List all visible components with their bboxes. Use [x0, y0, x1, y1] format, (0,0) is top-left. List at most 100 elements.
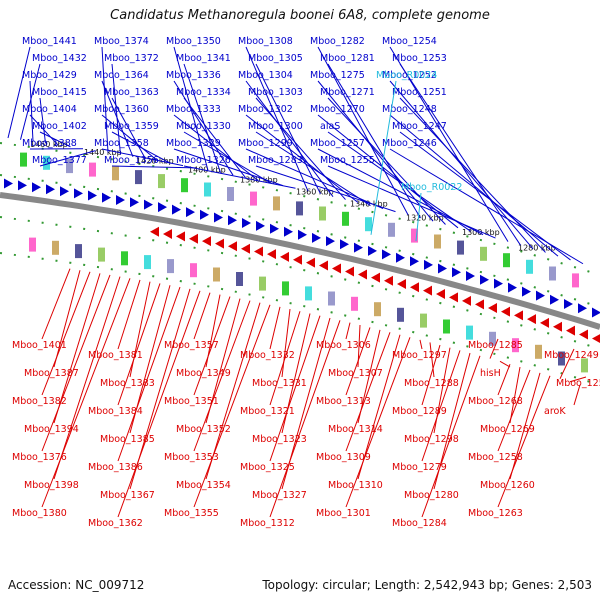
forward-gene-label: Mboo_1329 [166, 138, 221, 149]
forward-gene-label: Mboo_1333 [166, 104, 221, 115]
reverse-leader-line [269, 311, 301, 406]
reverse-leader-line [569, 376, 587, 383]
forward-leader-line [389, 148, 584, 265]
forward-gene-label: Mboo_1255 [320, 155, 375, 166]
cog-block-forward [296, 201, 303, 216]
forward-gene-label: Mboo_1441 [22, 36, 77, 47]
cog-block-reverse [259, 276, 266, 291]
reverse-gene-label: Mboo_1362 [88, 518, 143, 529]
cog-block-forward [549, 266, 556, 281]
reverse-gene-label: Mboo_1355 [164, 508, 219, 519]
forward-leader-line [101, 80, 134, 157]
reverse-leader-line [117, 279, 141, 350]
forward-gene-label: Mboo_1334 [176, 87, 231, 98]
reverse-leader-line [193, 300, 251, 452]
forward-gene-arrow [312, 232, 321, 243]
reverse-gene-arrow [475, 299, 484, 310]
cog-block-reverse [374, 302, 381, 317]
forward-gene-arrow [550, 294, 559, 305]
reverse-leader-line [269, 315, 321, 462]
cog-block-reverse [305, 286, 312, 301]
reverse-gene-label: Mboo_1380 [12, 508, 67, 519]
reverse-gene-arrow [527, 314, 536, 325]
forward-gene-arrow [200, 209, 209, 220]
reverse-gene-label: Mboo_1384 [88, 406, 143, 417]
forward-gene-label: Mboo_1305 [248, 53, 303, 64]
forward-gene-label: Mboo_1282 [310, 36, 365, 47]
reverse-gene-label: Mboo_1386 [88, 462, 143, 473]
forward-leader-line [327, 165, 496, 239]
forward-gene-arrow [46, 184, 55, 195]
rna-leader-line [370, 80, 397, 235]
forward-gene-arrow [256, 220, 265, 231]
reverse-gene-label: Mboo_1353 [164, 452, 219, 463]
forward-gene-arrow [592, 307, 600, 318]
forward-gene-arrow [466, 270, 475, 281]
reverse-gene-arrow [540, 317, 549, 328]
reverse-leader-line [489, 338, 499, 359]
forward-leader-line [255, 131, 371, 206]
cog-block-forward [388, 222, 395, 237]
cog-block-forward [20, 152, 27, 167]
forward-leader-line [183, 165, 296, 189]
forward-leader-line [183, 63, 221, 173]
forward-gene-arrow [522, 286, 531, 297]
forward-gene-label: Mboo_1377 [32, 155, 87, 166]
forward-gene-arrow [32, 182, 41, 193]
forward-gene-label: alaS [320, 121, 340, 132]
cog-block-forward [273, 196, 280, 211]
reverse-leader-line [269, 320, 341, 518]
reverse-gene-label: Mboo_1401 [12, 340, 67, 351]
reverse-gene-label: Mboo_1357 [164, 340, 219, 351]
forward-leader-line [327, 97, 446, 225]
cog-block-reverse [98, 247, 105, 262]
forward-leader-line [183, 97, 246, 179]
forward-leader-line [20, 63, 41, 140]
forward-gene-label: Mboo_1330 [176, 121, 231, 132]
forward-gene-label: Mboo_1341 [176, 53, 231, 64]
forward-gene-label: Mboo_1374 [94, 36, 149, 47]
cog-block-reverse [121, 251, 128, 266]
forward-gene-arrow [284, 226, 293, 237]
cog-block-reverse [512, 338, 519, 353]
forward-leader-line [255, 165, 396, 213]
reverse-gene-label: Mboo_1352 [176, 424, 231, 435]
forward-leader-line [173, 114, 259, 181]
cog-block-reverse [213, 267, 220, 282]
forward-gene-label: Mboo_1252 [382, 70, 437, 81]
forward-leader-line [111, 165, 196, 169]
forward-gene-arrow [172, 204, 181, 215]
cog-block-reverse [535, 344, 542, 359]
reverse-gene-arrow [553, 321, 562, 332]
forward-gene-arrow [508, 282, 517, 293]
forward-leader-line [39, 97, 46, 144]
reverse-gene-arrow [358, 269, 367, 280]
reverse-gene-label: aroK [544, 406, 566, 417]
forward-gene-label: Mboo_1248 [382, 104, 437, 115]
reverse-gene-arrow [267, 249, 276, 260]
forward-gene-label: Mboo_1299 [238, 138, 293, 149]
reverse-gene-label: Mboo_1260 [480, 480, 535, 491]
reverse-leader-line [421, 355, 481, 518]
forward-gene-label: Mboo_1302 [238, 104, 293, 115]
forward-gene-label: Mboo_1275 [310, 70, 365, 81]
forward-leader-line [183, 131, 271, 184]
reverse-gene-label: Mboo_1387 [24, 368, 79, 379]
forward-leader-line [111, 131, 171, 164]
cog-block-forward [89, 162, 96, 177]
reverse-leader-line [117, 283, 161, 406]
rna-leader-line [415, 192, 422, 242]
reverse-leader-line [429, 342, 435, 378]
cog-block-reverse [75, 244, 82, 259]
forward-leader-line [317, 46, 409, 216]
ruler-label: 1420 kbp [136, 156, 174, 165]
ruler-label: 1300 kbp [462, 228, 500, 237]
forward-gene-arrow [18, 180, 27, 191]
reverse-leader-line [497, 369, 531, 452]
forward-gene-label: Mboo_1271 [320, 87, 375, 98]
reverse-gene-arrow [189, 233, 198, 244]
reverse-gene-label: Mboo_1310 [328, 480, 383, 491]
cog-block-reverse [282, 281, 289, 296]
reverse-leader-line [421, 344, 441, 406]
cog-block-reverse [489, 331, 496, 346]
